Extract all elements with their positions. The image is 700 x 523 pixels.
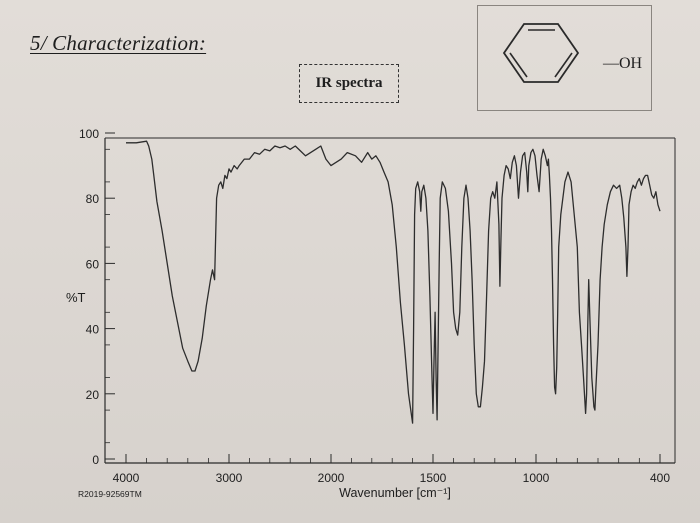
y-axis-label: %T bbox=[66, 290, 86, 305]
benzene-double-bond-left bbox=[509, 52, 528, 78]
y-tick-label: 20 bbox=[86, 388, 100, 402]
benzene-double-bond-right bbox=[554, 52, 573, 78]
x-tick-label: 1000 bbox=[523, 471, 550, 485]
y-tick-label: 80 bbox=[86, 192, 100, 206]
chart-series bbox=[126, 140, 661, 424]
x-tick-label: 2000 bbox=[318, 471, 345, 485]
spectra-label: IR spectra bbox=[299, 64, 399, 103]
chart-tick-labels: 0 20 40 60 80 100 4000 3000 2000 1500 1000 400 bbox=[79, 127, 670, 485]
x-tick-label: 4000 bbox=[113, 471, 140, 485]
section-title: 5/ Characterization: bbox=[30, 31, 207, 55]
chart-ticks bbox=[105, 132, 661, 463]
phenol-structure-icon bbox=[502, 23, 580, 83]
ir-spectrum-line bbox=[126, 140, 661, 424]
chart-text: %T Wavenumber [cm⁻¹] R2019-92569TM bbox=[66, 290, 451, 500]
y-tick-label: 0 bbox=[92, 453, 99, 467]
phenol-structure-box bbox=[477, 5, 652, 111]
benzene-ring-outline bbox=[502, 23, 580, 83]
chart-footnote: R2019-92569TM bbox=[78, 489, 142, 499]
chart-axes bbox=[104, 137, 676, 464]
y-tick-label: 60 bbox=[86, 257, 100, 271]
x-axis-label: Wavenumber [cm⁻¹] bbox=[339, 486, 451, 500]
hydroxyl-label: —OH bbox=[603, 55, 643, 72]
spectra-label-text: IR spectra bbox=[315, 75, 383, 91]
x-tick-label: 400 bbox=[650, 471, 670, 485]
y-tick-label: 100 bbox=[79, 127, 99, 141]
y-tick-label: 40 bbox=[86, 323, 100, 337]
x-tick-label: 3000 bbox=[216, 471, 243, 485]
x-tick-label: 1500 bbox=[420, 471, 447, 485]
